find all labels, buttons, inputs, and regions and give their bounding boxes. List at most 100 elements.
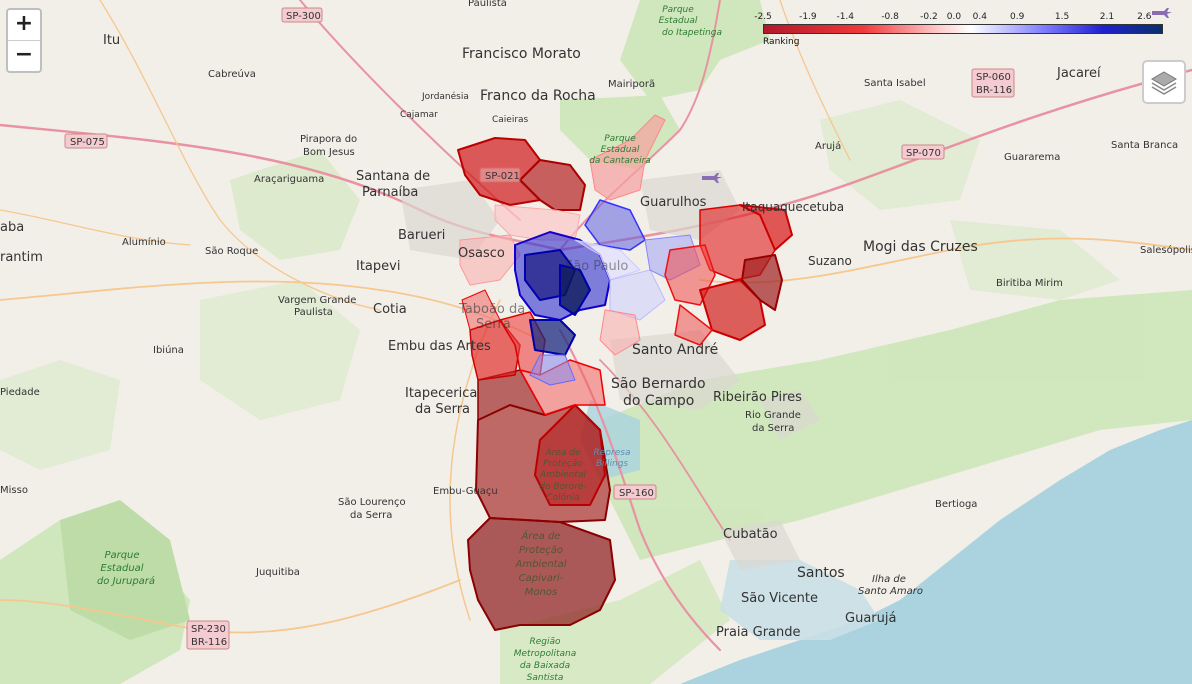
svg-text:SP-070: SP-070 [906,148,941,159]
park-cantareira-3: da Cantareira [589,156,651,166]
label-cajamar: Cajamar [400,110,438,120]
label-bertioga: Bertioga [935,499,977,510]
label-itu: Itu [103,33,120,48]
label-juquitiba: Juquitiba [255,567,300,578]
park-capivari-2: Proteção [519,545,563,556]
label-ilha-2: Santo Amaro [858,586,923,597]
label-salesopolis: Salesópolis [1140,244,1192,256]
label-slourenco-1: São Lourenço [338,497,406,508]
label-mairipora: Mairiporã [608,79,655,90]
label-santa-isabel: Santa Isabel [864,78,926,89]
park-borore-3: Ambiental [539,470,586,480]
label-rantim: rantim [0,250,43,265]
legend-tick: -2.5 [754,12,772,22]
label-aluminio: Alumínio [122,236,166,248]
label-cotia: Cotia [373,302,407,317]
label-aracariguama: Araçariguama [254,174,324,185]
urban-areas [400,170,820,570]
park-itapetinga-1: Parque [662,5,694,15]
park-capivari-1: Área de [521,529,561,542]
park-cantareira-2: Estadual [601,145,640,155]
label-taboao-1: Taboão da [458,302,525,317]
legend-color-bar [763,24,1163,34]
label-itapecerica-2: da Serra [415,402,470,417]
label-osasco: Osasco [458,246,505,261]
park-baixada-4: Santista [527,673,564,683]
label-aruja: Arujá [815,140,841,152]
park-borore-2: Proteção [543,459,583,469]
label-embu-guacu: Embu-Guaçu [433,486,498,497]
park-baixada-1: Região [529,637,561,647]
layers-icon [1151,71,1177,95]
label-sao-paulo: São Paulo [565,259,628,274]
park-jurupara-3: do Jurupará [97,575,155,587]
label-misso: Misso [0,485,28,496]
park-capivari-4: Capivari- [519,573,564,584]
svg-text:SP-060: SP-060 [976,72,1011,83]
label-ribeirao: Ribeirão Pires [713,390,802,405]
legend-tick: 0.4 [972,12,987,22]
airport-icon [702,173,722,183]
label-biritiba: Biritiba Mirim [996,278,1063,289]
place-labels: Itu Cabreúva Francisco Morato Franco da … [0,0,1192,640]
label-praia-grande: Praia Grande [716,625,801,640]
zoom-in-button[interactable]: + [14,11,34,36]
park-itapetinga-3: do Itapetinga [662,28,722,38]
label-mogi: Mogi das Cruzes [863,239,978,255]
park-jurupara-2: Estadual [100,563,143,574]
label-sao-roque: São Roque [205,246,258,257]
label-itaquaquecetuba: Itaquaquecetuba [742,200,844,214]
shield-sp300: SP-300 [281,7,323,23]
park-baixada-3: da Baixada [520,661,570,671]
svg-text:BR-116: BR-116 [976,85,1012,96]
zoom-control: + − [6,8,42,73]
legend-tick: 2.6 [1137,12,1152,22]
label-santo-andre: Santo André [632,342,718,358]
layers-control-button[interactable] [1142,60,1186,104]
label-guaruja: Guarujá [845,611,896,626]
label-cabreuva: Cabreúva [208,68,256,80]
label-sbc-2: do Campo [623,393,694,409]
park-itapetinga-2: Estadual [659,16,698,26]
legend-tick: 2.1 [1099,12,1115,22]
represa-2: Billings [596,459,629,469]
label-taboao-2: Serra [476,317,511,332]
represa-1: Represa [594,448,631,458]
label-pirapora: Pirapora do [300,134,357,145]
label-itapecerica-1: Itapecerica [405,386,477,401]
label-santos: Santos [797,565,845,581]
label-vargem-2: Paulista [294,307,333,318]
park-borore-1: Área de [544,446,580,458]
label-rio-grande-2: da Serra [752,423,794,434]
label-vargem-1: Vargem Grande [278,295,356,306]
label-suzano: Suzano [808,254,852,268]
shield-sp230: SP-230 BR-116 [186,620,230,650]
label-piedade: Piedade [0,387,40,398]
label-francisco-morato: Francisco Morato [462,46,581,62]
choropleth-districts[interactable] [457,114,793,631]
park-borore-5: Colônia [546,492,580,503]
label-sbc-1: São Bernardo [611,376,706,392]
label-itapevi: Itapevi [356,259,400,274]
label-sao-vicente: São Vicente [741,591,818,606]
park-capivari-5: Monos [525,587,557,598]
label-barueri: Barueri [398,228,445,243]
svg-text:SP-230: SP-230 [191,624,226,635]
legend-tick: 1.5 [1054,12,1070,22]
label-bom-jesus: Bom Jesus [303,147,355,158]
legend-tick: 0.0 [946,12,962,22]
zoom-out-button[interactable]: − [8,40,40,71]
label-ilha-1: Ilha de [872,574,906,585]
label-jacarei: Jacareí [1056,66,1101,81]
label-paulista-top: Paulista [468,0,507,9]
legend-caption: Ranking [763,37,800,47]
label-guarulhos: Guarulhos [640,195,707,210]
label-santa-branca: Santa Branca [1111,140,1178,151]
label-rio-grande-1: Rio Grande [745,410,801,421]
label-aba: aba [0,220,24,235]
shield-sp060: SP-060 BR-116 [971,68,1015,98]
legend-tick: -0.2 [920,12,938,22]
svg-text:SP-021: SP-021 [485,171,520,182]
